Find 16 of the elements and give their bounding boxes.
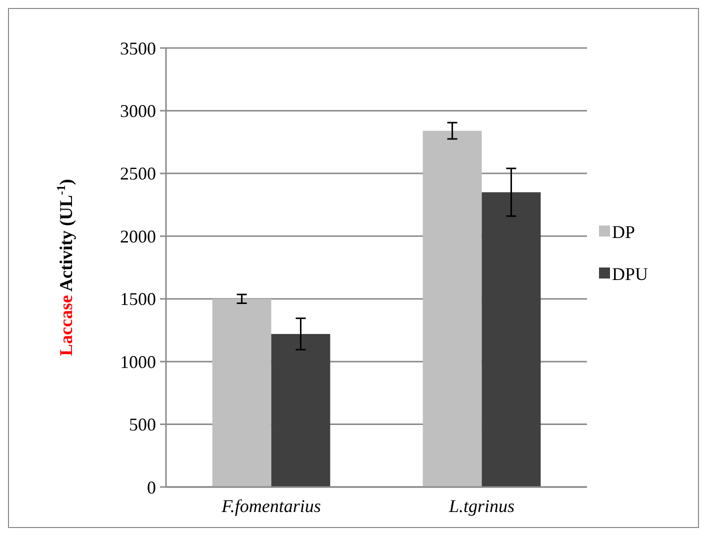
legend-label: DP xyxy=(612,222,636,242)
bar xyxy=(422,130,482,487)
bar xyxy=(212,298,272,487)
x-tick-label: L.tgrinus xyxy=(448,496,515,516)
y-tick-label: 1500 xyxy=(120,289,156,310)
y-tick-label: 0 xyxy=(147,477,156,498)
y-tick-label: 1000 xyxy=(120,352,156,372)
legend-label: DPU xyxy=(612,264,648,284)
bar xyxy=(482,192,541,487)
y-tick-label: 3500 xyxy=(120,38,156,58)
y-tick-label: 2000 xyxy=(120,226,156,246)
y-tick-label: 3000 xyxy=(120,101,156,122)
x-tick-label: F.fomentarius xyxy=(220,496,321,516)
y-tick-label: 500 xyxy=(129,414,156,435)
bar xyxy=(271,334,330,487)
y-tick-label: 2500 xyxy=(120,164,156,184)
